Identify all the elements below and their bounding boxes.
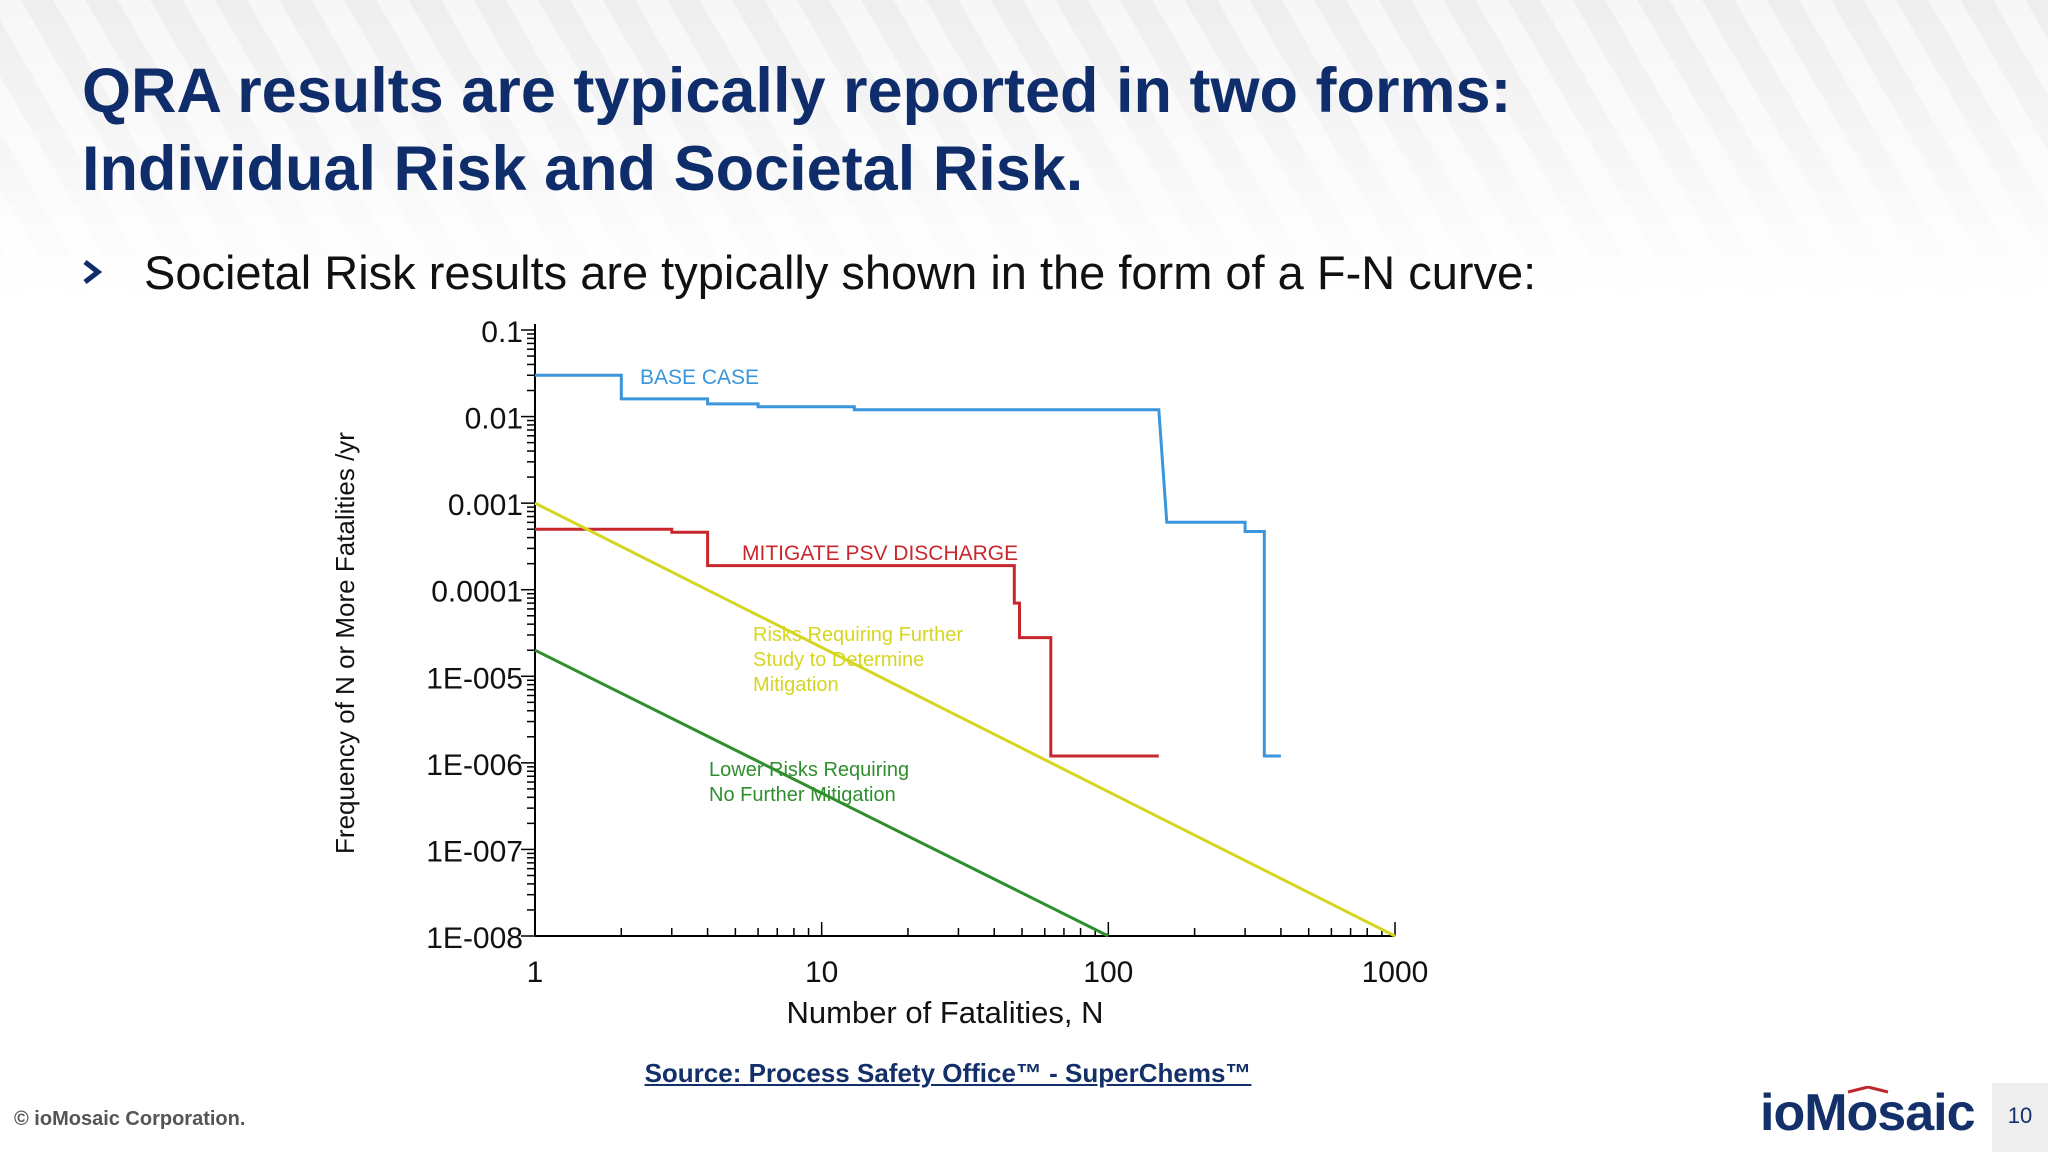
source-link[interactable]: Source: Process Safety Office™ - SuperCh… (644, 1058, 1252, 1088)
series-annotation-3: Study to Determine (753, 649, 924, 671)
slide-title-line-1: QRA results are typically reported in tw… (82, 56, 1512, 126)
x-tick-label: 100 (1083, 956, 1133, 989)
y-tick-label: 0.0001 (431, 576, 523, 609)
y-tick-label: 0.1 (481, 316, 523, 349)
y-tick-label: 0.01 (465, 403, 523, 436)
series-annotation-1: BASE CASE (640, 366, 759, 389)
series-line-4 (534, 648, 1109, 938)
series-line-2 (535, 527, 1159, 758)
chevron-right-icon (83, 260, 102, 284)
bullet-text: Societal Risk results are typically show… (144, 245, 1537, 299)
iomosaic-logo: ioMosaic (1760, 1084, 1975, 1142)
y-tick-label: 1E-007 (426, 835, 523, 868)
logo-accent-mark (1847, 1086, 1889, 1094)
page-number: 10 (2007, 1103, 2033, 1128)
series-annotation-4: Lower Risks Requiring (709, 759, 909, 781)
page-number-box: 10 (1992, 1083, 2048, 1152)
y-tick-label: 1E-008 (426, 922, 523, 955)
copyright-text: © ioMosaic Corporation. (14, 1108, 246, 1130)
x-tick-label: 1000 (1362, 956, 1429, 989)
y-axis-title: Frequency of N or More Fatalities /yr (330, 432, 360, 854)
y-tick-label: 0.001 (448, 489, 523, 522)
slide-title-line-2: Individual Risk and Societal Risk. (82, 134, 1084, 204)
series-annotation-3: Mitigation (753, 674, 839, 696)
fn-curve-chart: 1 10 100 1000 1E-008 1E-007 1E-006 1E-005 0.0001… (330, 316, 1429, 1030)
x-tick-label: 1 (527, 956, 544, 989)
series-annotation-4: No Further Mitigation (709, 784, 896, 806)
series-annotation-3: Risks Requiring Further (753, 624, 963, 646)
x-axis-title: Number of Fatalities, N (787, 995, 1104, 1030)
series-line-3 (534, 501, 1396, 938)
bullet-item: Societal Risk results are typically show… (82, 240, 1536, 304)
y-tick-label: 1E-005 (426, 662, 523, 695)
background-pattern (0, 0, 2048, 300)
series-annotation-2: MITIGATE PSV DISCHARGE (742, 542, 1018, 565)
series-line-1 (535, 373, 1281, 758)
slide-title: QRA results are typically reported in tw… (82, 52, 1512, 208)
y-tick-label: 1E-006 (426, 749, 523, 782)
x-tick-label: 10 (805, 956, 838, 989)
